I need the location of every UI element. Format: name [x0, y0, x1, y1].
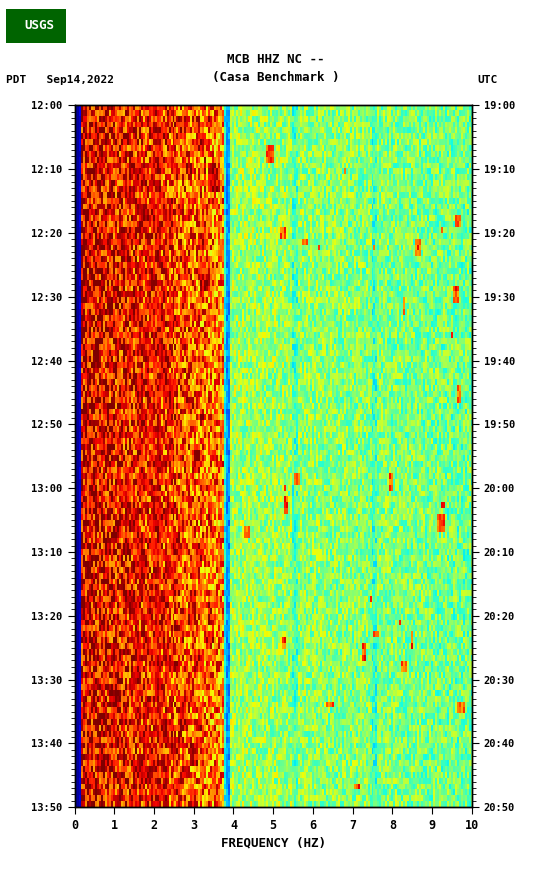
Text: UTC: UTC: [477, 75, 498, 86]
Text: USGS: USGS: [24, 20, 54, 32]
X-axis label: FREQUENCY (HZ): FREQUENCY (HZ): [221, 836, 326, 849]
Text: PDT   Sep14,2022: PDT Sep14,2022: [6, 75, 114, 86]
Text: (Casa Benchmark ): (Casa Benchmark ): [213, 71, 339, 84]
Bar: [6, 9, 21, 43]
Text: MCB HHZ NC --: MCB HHZ NC --: [227, 54, 325, 66]
